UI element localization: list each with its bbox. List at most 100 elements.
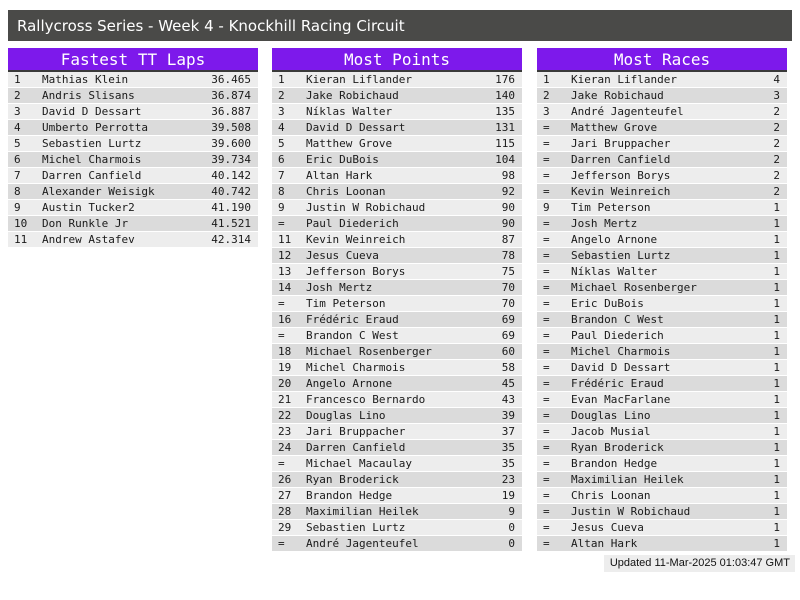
value-cell: 135 [495, 105, 515, 118]
driver-name: Josh Mertz [306, 281, 373, 294]
table-row: 6 Michel Charmois 39.734 [8, 152, 258, 168]
driver-name: Ryan Broderick [306, 473, 399, 486]
value-cell: 1 [773, 281, 780, 294]
value-cell: 140 [495, 89, 515, 102]
rank-cell: = [543, 169, 550, 182]
rank-cell: 11 [14, 233, 28, 246]
rank-cell: 20 [278, 377, 292, 390]
table-row: 21 Francesco Bernardo 43 [272, 392, 522, 408]
driver-name: Kevin Weinreich [306, 233, 406, 246]
value-cell: 1 [773, 313, 780, 326]
table-row: = Jesus Cueva 1 [537, 520, 787, 536]
driver-name: Chris Loonan [306, 185, 386, 198]
driver-name: Kieran Liflander [571, 73, 677, 86]
table-row: = David D Dessart 1 [537, 360, 787, 376]
driver-name: Josh Mertz [571, 217, 638, 230]
value-cell: 40.742 [211, 185, 251, 198]
rank-cell: = [543, 217, 550, 230]
rank-cell: 14 [278, 281, 292, 294]
table-row: 16 Frédéric Eraud 69 [272, 312, 522, 328]
rank-cell: 21 [278, 393, 292, 406]
driver-name: Andris Slisans [42, 89, 135, 102]
value-cell: 69 [501, 329, 515, 342]
table-row: = Darren Canfield 2 [537, 152, 787, 168]
table-row: = Níklas Walter 1 [537, 264, 787, 280]
rank-cell: = [543, 185, 550, 198]
rank-cell: 28 [278, 505, 292, 518]
table-row: 1 Kieran Liflander 176 [272, 72, 522, 88]
rank-cell: = [543, 457, 550, 470]
driver-name: Frédéric Eraud [306, 313, 399, 326]
table-row: 24 Darren Canfield 35 [272, 440, 522, 456]
value-cell: 75 [501, 265, 515, 278]
table-row: 10 Don Runkle Jr 41.521 [8, 216, 258, 232]
value-cell: 2 [773, 105, 780, 118]
driver-name: Tim Peterson [571, 201, 651, 214]
value-cell: 78 [501, 249, 515, 262]
table-row: = Josh Mertz 1 [537, 216, 787, 232]
rank-cell: 8 [278, 185, 285, 198]
rank-cell: = [543, 521, 550, 534]
table-row: = Brandon C West 69 [272, 328, 522, 344]
driver-name: Michael Macaulay [306, 457, 412, 470]
table-row: 9 Tim Peterson 1 [537, 200, 787, 216]
driver-name: David D Dessart [42, 105, 142, 118]
driver-name: Jefferson Borys [571, 169, 671, 182]
rank-cell: = [543, 489, 550, 502]
driver-name: Jari Bruppacher [571, 137, 671, 150]
table-row: 4 Umberto Perrotta 39.508 [8, 120, 258, 136]
table-row: = Evan MacFarlane 1 [537, 392, 787, 408]
driver-name: Justin W Robichaud [571, 505, 691, 518]
rank-cell: 29 [278, 521, 292, 534]
table-row: 5 Sebastien Lurtz 39.600 [8, 136, 258, 152]
value-cell: 1 [773, 537, 780, 550]
value-cell: 69 [501, 313, 515, 326]
value-cell: 43 [501, 393, 515, 406]
value-cell: 1 [773, 457, 780, 470]
value-cell: 1 [773, 425, 780, 438]
driver-name: Mathias Klein [42, 73, 129, 86]
driver-name: Jesus Cueva [306, 249, 379, 262]
driver-name: André Jagenteufel [306, 537, 419, 550]
value-cell: 39.508 [211, 121, 251, 134]
updated-timestamp: Updated 11-Mar-2025 01:03:47 GMT [603, 555, 795, 572]
table-body: 1 Kieran Liflander 176 2 Jake Robichaud 140 3 N… [272, 72, 522, 552]
value-cell: 41.190 [211, 201, 251, 214]
table-row: = Matthew Grove 2 [537, 120, 787, 136]
table-row: = Paul Diederich 1 [537, 328, 787, 344]
table-row: 2 Jake Robichaud 3 [537, 88, 787, 104]
driver-name: Maximilian Heilek [306, 505, 419, 518]
driver-name: Darren Canfield [42, 169, 142, 182]
rank-cell: 27 [278, 489, 292, 502]
rank-cell: 3 [278, 105, 285, 118]
value-cell: 35 [501, 441, 515, 454]
rank-cell: = [543, 249, 550, 262]
driver-name: David D Dessart [306, 121, 406, 134]
table-row: = André Jagenteufel 0 [272, 536, 522, 552]
driver-name: Níklas Walter [571, 265, 658, 278]
table-row: = Michael Macaulay 35 [272, 456, 522, 472]
value-cell: 23 [501, 473, 515, 486]
driver-name: Michel Charmois [571, 345, 671, 358]
footer: Updated 11-Mar-2025 01:03:47 GMT [8, 555, 795, 572]
rank-cell: 2 [278, 89, 285, 102]
driver-name: Matthew Grove [306, 137, 393, 150]
driver-name: Jesus Cueva [571, 521, 644, 534]
rank-cell: 11 [278, 233, 292, 246]
table-row: 27 Brandon Hedge 19 [272, 488, 522, 504]
rank-cell: 26 [278, 473, 292, 486]
table-row: 29 Sebastien Lurtz 0 [272, 520, 522, 536]
rank-cell: = [543, 137, 550, 150]
driver-name: Altan Hark [571, 537, 638, 550]
value-cell: 1 [773, 505, 780, 518]
driver-name: Brandon C West [571, 313, 664, 326]
table-row: = Paul Diederich 90 [272, 216, 522, 232]
table-row: 12 Jesus Cueva 78 [272, 248, 522, 264]
rank-cell: = [543, 441, 550, 454]
driver-name: Sebastien Lurtz [306, 521, 406, 534]
driver-name: Michael Rosenberger [306, 345, 432, 358]
value-cell: 36.874 [211, 89, 251, 102]
rank-cell: 13 [278, 265, 292, 278]
table-row: 9 Austin Tucker2 41.190 [8, 200, 258, 216]
table-row: = Ryan Broderick 1 [537, 440, 787, 456]
